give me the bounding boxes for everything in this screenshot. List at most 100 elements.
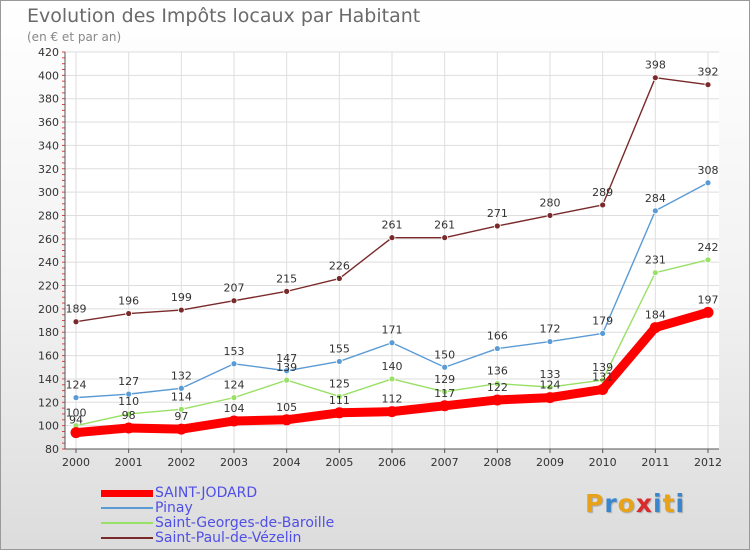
data-label: 122 (487, 381, 508, 394)
data-label: 132 (171, 369, 192, 382)
data-label: 125 (329, 377, 350, 390)
data-label: 105 (276, 401, 297, 414)
data-point (283, 287, 291, 295)
data-point (544, 392, 556, 404)
data-point (649, 322, 661, 334)
data-label: 308 (698, 164, 719, 177)
data-label: 136 (487, 365, 508, 378)
data-point (599, 330, 607, 337)
x-tick-label: 2005 (325, 456, 353, 469)
y-tick-label: 280 (38, 209, 59, 222)
data-label: 112 (382, 393, 403, 406)
data-point (125, 410, 133, 418)
x-tick-label: 2001 (115, 456, 143, 469)
data-label: 98 (122, 409, 136, 422)
data-point (335, 393, 343, 400)
data-point (388, 339, 396, 347)
data-label: 166 (487, 330, 508, 343)
logo-letter: P (585, 489, 605, 518)
data-point (704, 179, 712, 187)
y-tick-label: 300 (38, 186, 59, 199)
data-label: 271 (487, 207, 508, 220)
data-label: 147 (276, 352, 297, 365)
data-point (335, 275, 343, 282)
data-label: 140 (382, 360, 403, 373)
x-tick-label: 2007 (431, 456, 459, 469)
data-point (228, 415, 240, 427)
y-tick-label: 80 (45, 443, 59, 456)
y-tick-label: 220 (38, 280, 59, 293)
data-point (441, 388, 449, 396)
data-point (333, 407, 345, 419)
data-point (125, 390, 133, 398)
x-tick-label: 2012 (694, 456, 722, 469)
legend-entry-pinay: Pinay (101, 500, 193, 516)
y-tick-label: 160 (38, 350, 59, 363)
data-label: 184 (645, 309, 666, 322)
data-label: 261 (434, 219, 455, 232)
data-label: 111 (329, 394, 350, 407)
x-tick-label: 2002 (167, 456, 195, 469)
x-tick-label: 2010 (589, 456, 617, 469)
data-label: 139 (276, 361, 297, 374)
y-tick-label: 420 (38, 46, 59, 59)
data-point (491, 394, 503, 406)
data-point (546, 338, 554, 345)
data-label: 117 (434, 387, 455, 400)
legend-entry-saint-georges-de-baroille: Saint-Georges-de-Baroille (101, 515, 334, 531)
data-label: 261 (382, 219, 403, 232)
legend-label-pinay: Pinay (155, 500, 193, 516)
data-point (386, 406, 398, 418)
y-tick-label: 200 (38, 303, 59, 316)
data-label: 124 (66, 379, 87, 392)
data-point (72, 394, 80, 402)
data-point (283, 367, 291, 375)
data-label: 114 (171, 390, 192, 403)
legend-entry-saint-paul-de-vezelin: Saint-Paul-de-Vézelin (101, 530, 301, 546)
data-point (704, 81, 712, 89)
logo-letter: t (662, 489, 676, 518)
y-tick-label: 260 (38, 233, 59, 246)
y-tick-label: 380 (38, 93, 59, 106)
data-point (123, 422, 135, 434)
legend-swatch-saint-paul-de-vezelin (101, 537, 153, 539)
data-point (72, 318, 80, 326)
logo-letter: i (653, 489, 663, 518)
legend-label-saint-jodard: SAINT-JODARD (155, 485, 258, 501)
chart-title: Evolution des Impôts locaux par Habitant (27, 5, 421, 27)
data-point (388, 375, 396, 383)
data-label: 197 (698, 293, 719, 306)
data-label: 150 (434, 348, 455, 361)
proxiti-logo: Proxiti (585, 489, 685, 518)
data-label: 153 (224, 345, 245, 358)
chart-subtitle: (en € et par an) (27, 30, 122, 44)
data-label: 133 (540, 368, 561, 381)
data-point (599, 201, 607, 209)
y-tick-label: 140 (38, 373, 59, 386)
data-point (388, 234, 396, 242)
data-point (335, 358, 343, 365)
data-label: 196 (118, 295, 139, 308)
data-label: 189 (66, 303, 87, 316)
data-point (702, 306, 714, 318)
x-tick-label: 2003 (220, 456, 248, 469)
data-point (597, 383, 609, 395)
x-tick-label: 2011 (641, 456, 669, 469)
data-label: 97 (174, 410, 188, 423)
logo-letter: r (604, 489, 618, 518)
data-label: 139 (592, 361, 613, 374)
data-point (177, 306, 185, 314)
data-point (281, 414, 293, 426)
data-point (493, 222, 501, 230)
x-tick-label: 2009 (536, 456, 564, 469)
y-tick-label: 180 (38, 326, 59, 339)
data-point (546, 212, 554, 219)
y-tick-label: 320 (38, 163, 59, 176)
data-point (125, 310, 133, 317)
y-tick-label: 360 (38, 116, 59, 129)
y-tick-label: 120 (38, 396, 59, 409)
data-label: 242 (698, 241, 719, 254)
data-label: 131 (592, 370, 613, 383)
data-point (441, 363, 449, 371)
